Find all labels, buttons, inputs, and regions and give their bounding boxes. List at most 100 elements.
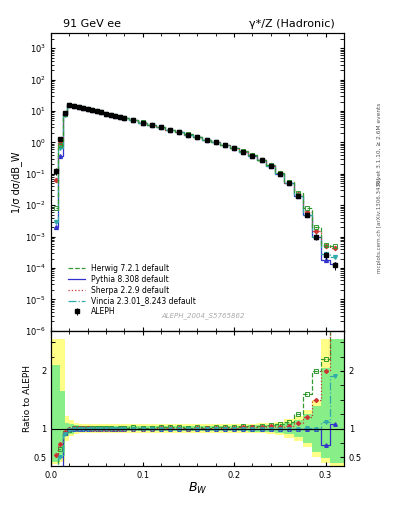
Sherpa 2.2.9 default (296, 191, 301, 198)
Vincia 2.3.01_8.243 default (222, 142, 227, 148)
Herwig 7.2.1 default (268, 162, 273, 168)
Vincia 2.3.01_8.243 default (118, 114, 122, 120)
Herwig 7.2.1 default (232, 145, 237, 151)
Herwig 7.2.1 default (122, 115, 127, 121)
Pythia 8.308 default (131, 117, 136, 123)
Herwig 7.2.1 default (305, 205, 310, 211)
Sherpa 2.2.9 default (149, 122, 154, 128)
Pythia 8.308 default (177, 129, 182, 135)
Sherpa 2.2.9 default (140, 119, 145, 125)
Sherpa 2.2.9 default (186, 132, 191, 138)
Vincia 2.3.01_8.243 default (131, 117, 136, 123)
Sherpa 2.2.9 default (113, 113, 118, 119)
Herwig 7.2.1 default (67, 102, 72, 109)
Herwig 7.2.1 default (113, 113, 118, 119)
Herwig 7.2.1 default (85, 105, 90, 112)
Herwig 7.2.1 default (259, 157, 264, 163)
Vincia 2.3.01_8.243 default (168, 127, 173, 133)
Sherpa 2.2.9 default (85, 106, 90, 112)
Herwig 7.2.1 default (131, 117, 136, 123)
Herwig 7.2.1 default (72, 103, 76, 109)
Herwig 7.2.1 default (58, 141, 62, 147)
Vincia 2.3.01_8.243 default (140, 119, 145, 125)
Sherpa 2.2.9 default (250, 152, 255, 158)
Vincia 2.3.01_8.243 default (81, 105, 85, 111)
Herwig 7.2.1 default (296, 189, 301, 196)
Sherpa 2.2.9 default (108, 112, 113, 118)
Sherpa 2.2.9 default (94, 109, 99, 115)
Herwig 7.2.1 default (149, 122, 154, 128)
Pythia 8.308 default (277, 170, 282, 177)
Sherpa 2.2.9 default (131, 117, 136, 123)
Pythia 8.308 default (122, 115, 127, 121)
Sherpa 2.2.9 default (58, 140, 62, 146)
Sherpa 2.2.9 default (259, 157, 264, 163)
Pythia 8.308 default (104, 111, 108, 117)
Vincia 2.3.01_8.243 default (268, 163, 273, 169)
Pythia 8.308 default (213, 139, 218, 145)
Pythia 8.308 default (268, 163, 273, 169)
Herwig 7.2.1 default (186, 132, 191, 138)
Sherpa 2.2.9 default (213, 139, 218, 145)
Vincia 2.3.01_8.243 default (232, 145, 237, 152)
Sherpa 2.2.9 default (268, 162, 273, 168)
Sherpa 2.2.9 default (62, 111, 67, 117)
Herwig 7.2.1 default (222, 142, 227, 148)
Vincia 2.3.01_8.243 default (213, 139, 218, 145)
Vincia 2.3.01_8.243 default (204, 137, 209, 143)
Pythia 8.308 default (158, 124, 163, 131)
Sherpa 2.2.9 default (99, 110, 104, 116)
Vincia 2.3.01_8.243 default (241, 149, 246, 155)
Herwig 7.2.1 default (177, 129, 182, 135)
Sherpa 2.2.9 default (323, 243, 328, 249)
Pythia 8.308 default (250, 153, 255, 159)
Pythia 8.308 default (296, 193, 301, 199)
Vincia 2.3.01_8.243 default (72, 103, 76, 110)
Vincia 2.3.01_8.243 default (90, 107, 95, 113)
Pythia 8.308 default (241, 149, 246, 155)
Vincia 2.3.01_8.243 default (58, 145, 62, 152)
Pythia 8.308 default (113, 113, 118, 119)
Herwig 7.2.1 default (53, 205, 58, 211)
Y-axis label: 1/σ dσ/dB_W: 1/σ dσ/dB_W (11, 151, 22, 213)
Sherpa 2.2.9 default (195, 134, 200, 140)
Herwig 7.2.1 default (81, 104, 85, 111)
Pythia 8.308 default (204, 137, 209, 143)
Pythia 8.308 default (323, 257, 328, 263)
Pythia 8.308 default (332, 261, 337, 267)
Vincia 2.3.01_8.243 default (104, 111, 108, 117)
Vincia 2.3.01_8.243 default (323, 251, 328, 257)
Herwig 7.2.1 default (158, 124, 163, 130)
Line: Herwig 7.2.1 default: Herwig 7.2.1 default (56, 105, 335, 246)
Sherpa 2.2.9 default (118, 114, 122, 120)
Herwig 7.2.1 default (118, 114, 122, 120)
Pythia 8.308 default (67, 102, 72, 108)
Text: γ*/Z (Hadronic): γ*/Z (Hadronic) (249, 19, 335, 29)
Pythia 8.308 default (76, 104, 81, 110)
Vincia 2.3.01_8.243 default (99, 110, 104, 116)
Sherpa 2.2.9 default (158, 124, 163, 131)
Herwig 7.2.1 default (195, 134, 200, 140)
Sherpa 2.2.9 default (76, 104, 81, 110)
Herwig 7.2.1 default (140, 119, 145, 125)
Pythia 8.308 default (90, 107, 95, 113)
Pythia 8.308 default (118, 114, 122, 120)
Herwig 7.2.1 default (108, 112, 113, 118)
Herwig 7.2.1 default (76, 103, 81, 110)
Text: mcplots.cern.ch [arXiv:1306.3436]: mcplots.cern.ch [arXiv:1306.3436] (377, 178, 382, 273)
Herwig 7.2.1 default (241, 148, 246, 155)
Herwig 7.2.1 default (99, 109, 104, 115)
Sherpa 2.2.9 default (72, 103, 76, 109)
Vincia 2.3.01_8.243 default (62, 112, 67, 118)
Herwig 7.2.1 default (62, 111, 67, 117)
Legend: Herwig 7.2.1 default, Pythia 8.308 default, Sherpa 2.2.9 default, Vincia 2.3.01_: Herwig 7.2.1 default, Pythia 8.308 defau… (67, 262, 197, 318)
Sherpa 2.2.9 default (305, 209, 310, 215)
Herwig 7.2.1 default (94, 108, 99, 114)
Pythia 8.308 default (186, 132, 191, 138)
Pythia 8.308 default (195, 134, 200, 140)
Sherpa 2.2.9 default (90, 107, 95, 113)
Pythia 8.308 default (85, 106, 90, 112)
Pythia 8.308 default (168, 127, 173, 133)
Vincia 2.3.01_8.243 default (122, 115, 127, 121)
Vincia 2.3.01_8.243 default (259, 157, 264, 163)
